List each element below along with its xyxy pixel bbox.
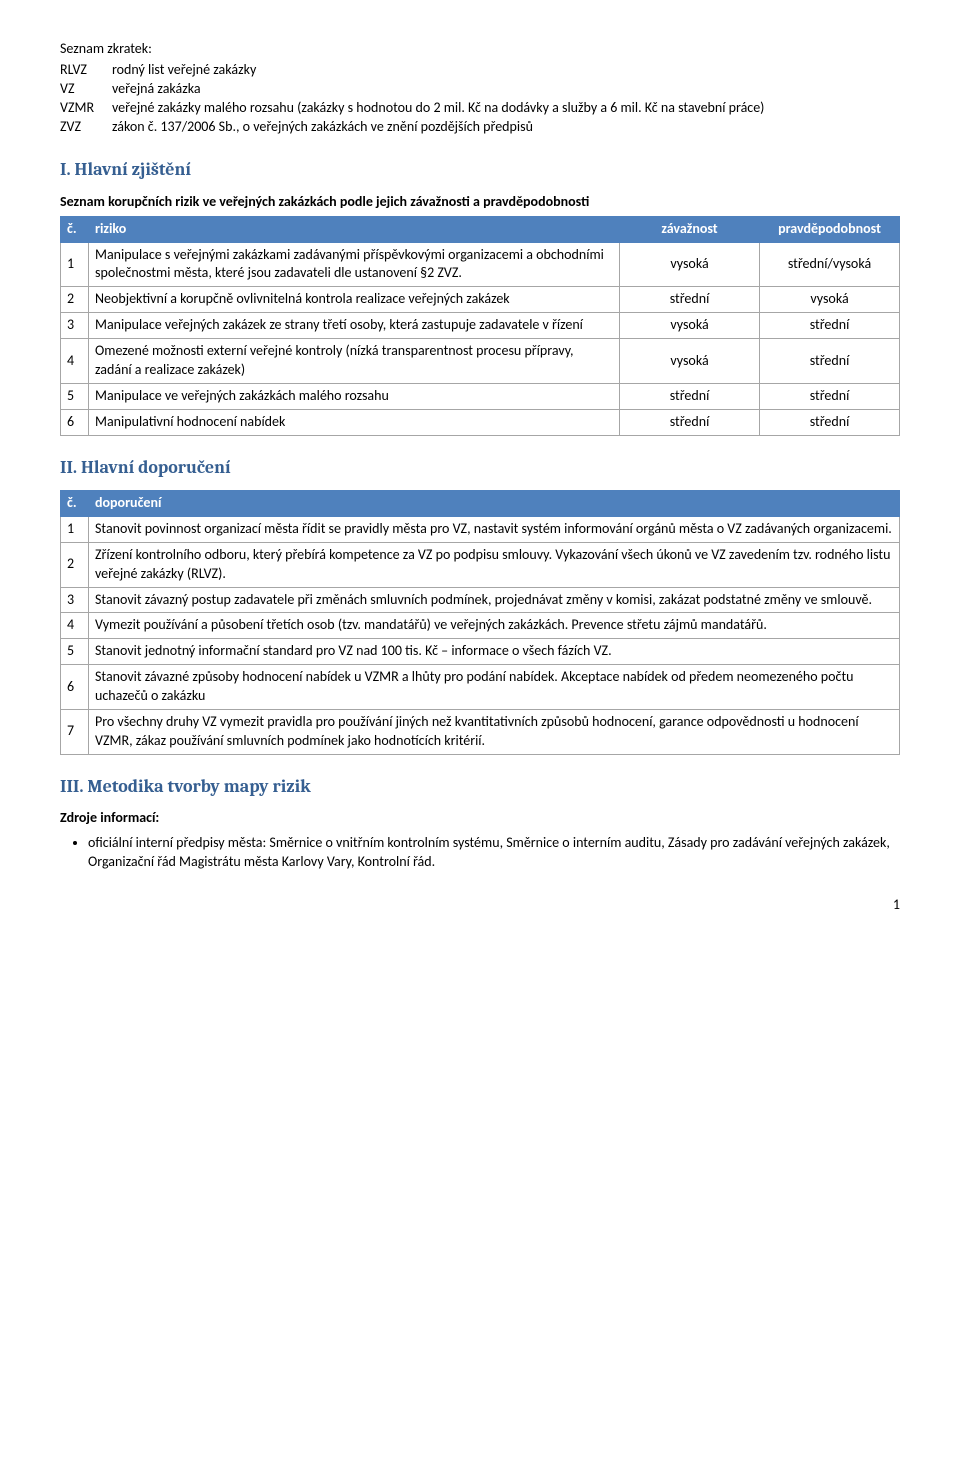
col-num: č. — [61, 490, 89, 516]
risks-tbody: 1Manipulace s veřejnými zakázkami zadáva… — [61, 242, 900, 435]
cell-risk: Manipulace s veřejnými zakázkami zadávan… — [89, 242, 620, 287]
recommendations-table: č. doporučení 1Stanovit povinnost organi… — [60, 490, 900, 755]
table-row: 2Zřízení kontrolního odboru, který přebí… — [61, 542, 900, 587]
section-1-heading: I. Hlavní zjištění — [60, 158, 900, 182]
cell-probability: střední — [760, 339, 900, 384]
cell-severity: střední — [620, 287, 760, 313]
cell-risk: Manipulace ve veřejných zakázkách malého… — [89, 383, 620, 409]
abbrev-row: ZVZzákon č. 137/2006 Sb., o veřejných za… — [60, 118, 900, 137]
cell-num: 3 — [61, 587, 89, 613]
sources-list: oficiální interní předpisy města: Směrni… — [60, 834, 900, 872]
cell-recommendation: Stanovit závazný postup zadavatele při z… — [89, 587, 900, 613]
abbreviations-section: Seznam zkratek: RLVZrodný list veřejné z… — [60, 40, 900, 136]
cell-risk: Manipulace veřejných zakázek ze strany t… — [89, 313, 620, 339]
table-row: 7Pro všechny druhy VZ vymezit pravidla p… — [61, 709, 900, 754]
cell-num: 2 — [61, 287, 89, 313]
cell-num: 4 — [61, 339, 89, 384]
cell-severity: střední — [620, 409, 760, 435]
section-1-subtitle: Seznam korupčních rizik ve veřejných zak… — [60, 193, 900, 212]
abbrev-list: RLVZrodný list veřejné zakázkyVZveřejná … — [60, 61, 900, 137]
abbrev-key: VZ — [60, 80, 112, 99]
table-row: 5Stanovit jednotný informační standard p… — [61, 639, 900, 665]
abbrev-value: rodný list veřejné zakázky — [112, 61, 900, 80]
table-row: 5Manipulace ve veřejných zakázkách maléh… — [61, 383, 900, 409]
section-3-heading: III. Metodika tvorby mapy rizik — [60, 775, 900, 799]
list-item: oficiální interní předpisy města: Směrni… — [88, 834, 900, 872]
col-probability: pravděpodobnost — [760, 216, 900, 242]
cell-severity: vysoká — [620, 242, 760, 287]
table-row: 6Stanovit závazné způsoby hodnocení nabí… — [61, 665, 900, 710]
abbrev-row: VZveřejná zakázka — [60, 80, 900, 99]
sources-title: Zdroje informací: — [60, 809, 900, 828]
risks-table: č. riziko závažnost pravděpodobnost 1Man… — [60, 216, 900, 436]
cell-severity: střední — [620, 383, 760, 409]
cell-probability: střední — [760, 409, 900, 435]
cell-probability: střední/vysoká — [760, 242, 900, 287]
abbrev-value: veřejné zakázky malého rozsahu (zakázky … — [112, 99, 900, 118]
cell-recommendation: Stanovit závazné způsoby hodnocení nabíd… — [89, 665, 900, 710]
cell-recommendation: Stanovit povinnost organizací města řídi… — [89, 516, 900, 542]
abbrev-value: veřejná zakázka — [112, 80, 900, 99]
table-row: 4Vymezit používání a působení třetích os… — [61, 613, 900, 639]
cell-num: 6 — [61, 409, 89, 435]
col-risk: riziko — [89, 216, 620, 242]
section-2-heading: II. Hlavní doporučení — [60, 456, 900, 480]
recs-tbody: 1Stanovit povinnost organizací města říd… — [61, 516, 900, 754]
cell-recommendation: Vymezit používání a působení třetích oso… — [89, 613, 900, 639]
table-row: 3Stanovit závazný postup zadavatele při … — [61, 587, 900, 613]
table-row: 1Stanovit povinnost organizací města říd… — [61, 516, 900, 542]
cell-probability: střední — [760, 383, 900, 409]
abbrev-row: VZMRveřejné zakázky malého rozsahu (zaká… — [60, 99, 900, 118]
col-severity: závažnost — [620, 216, 760, 242]
cell-recommendation: Stanovit jednotný informační standard pr… — [89, 639, 900, 665]
cell-recommendation: Pro všechny druhy VZ vymezit pravidla pr… — [89, 709, 900, 754]
abbrev-title: Seznam zkratek: — [60, 40, 900, 59]
abbrev-row: RLVZrodný list veřejné zakázky — [60, 61, 900, 80]
cell-num: 6 — [61, 665, 89, 710]
cell-num: 2 — [61, 542, 89, 587]
cell-risk: Omezené možnosti externí veřejné kontrol… — [89, 339, 620, 384]
cell-num: 5 — [61, 639, 89, 665]
cell-risk: Neobjektivní a korupčně ovlivnitelná kon… — [89, 287, 620, 313]
cell-probability: střední — [760, 313, 900, 339]
cell-recommendation: Zřízení kontrolního odboru, který přebír… — [89, 542, 900, 587]
table-row: 6Manipulativní hodnocení nabídekstřednís… — [61, 409, 900, 435]
table-row: 3Manipulace veřejných zakázek ze strany … — [61, 313, 900, 339]
col-num: č. — [61, 216, 89, 242]
cell-severity: vysoká — [620, 313, 760, 339]
abbrev-key: ZVZ — [60, 118, 112, 137]
table-row: 2Neobjektivní a korupčně ovlivnitelná ko… — [61, 287, 900, 313]
page-number: 1 — [60, 896, 900, 915]
cell-num: 5 — [61, 383, 89, 409]
cell-num: 7 — [61, 709, 89, 754]
abbrev-key: VZMR — [60, 99, 112, 118]
cell-risk: Manipulativní hodnocení nabídek — [89, 409, 620, 435]
abbrev-value: zákon č. 137/2006 Sb., o veřejných zakáz… — [112, 118, 900, 137]
cell-severity: vysoká — [620, 339, 760, 384]
cell-num: 3 — [61, 313, 89, 339]
cell-num: 1 — [61, 516, 89, 542]
table-row: 1Manipulace s veřejnými zakázkami zadáva… — [61, 242, 900, 287]
cell-probability: vysoká — [760, 287, 900, 313]
abbrev-key: RLVZ — [60, 61, 112, 80]
table-row: 4Omezené možnosti externí veřejné kontro… — [61, 339, 900, 384]
cell-num: 1 — [61, 242, 89, 287]
cell-num: 4 — [61, 613, 89, 639]
col-recommendation: doporučení — [89, 490, 900, 516]
